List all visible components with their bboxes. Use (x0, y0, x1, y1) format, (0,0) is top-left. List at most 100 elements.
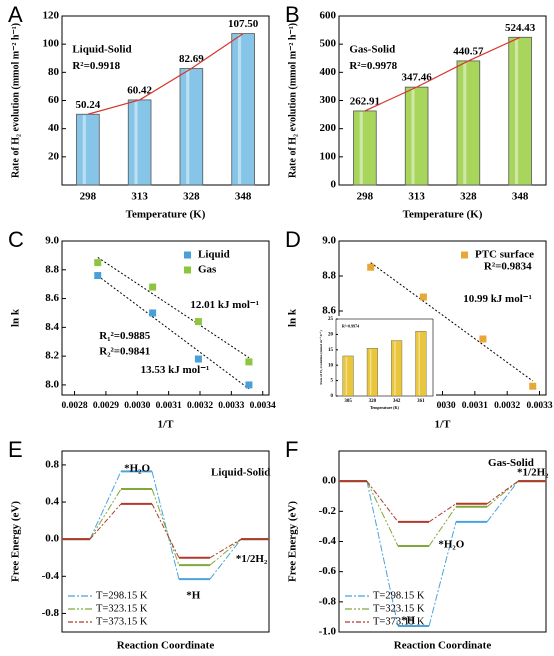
y-tick-label: -1.0 (319, 626, 337, 638)
x-tick-label: 348 (235, 191, 252, 203)
y-tick-label: -0.4 (42, 570, 60, 582)
annotation: Liquid-Solid (72, 43, 131, 55)
connector (486, 480, 519, 505)
y-tick-label: 120 (43, 10, 60, 22)
value-label: 60.42 (127, 84, 152, 96)
y-tick-label: 400 (320, 66, 337, 78)
annotation: 13.53 kJ mol⁻¹ (141, 364, 210, 376)
legend-label: Liquid (198, 249, 230, 261)
point (94, 272, 102, 280)
bar-highlight (134, 100, 138, 184)
x-tick-label: 328 (460, 191, 477, 203)
x-tick-label: 0.0031 (156, 401, 182, 411)
panel-letter: B (285, 2, 300, 27)
point (194, 318, 202, 326)
y-tick-label: -0.6 (319, 565, 337, 577)
y-tick-label: 40 (48, 122, 60, 134)
y-tick-label: 0.4 (45, 496, 59, 508)
x-tick-label: 0.0032 (187, 401, 213, 411)
bar-highlight (411, 88, 415, 184)
point (149, 283, 157, 291)
fit-curve (87, 33, 244, 115)
y-tick-label: 100 (43, 38, 60, 50)
y-tick-label: 0.0 (45, 533, 59, 545)
annotation: *H (186, 589, 201, 601)
point (149, 309, 157, 317)
x-axis-label: Temperature (K) (370, 405, 400, 410)
y-tick-label: -0.4 (319, 535, 337, 547)
bar-highlight (82, 115, 86, 184)
point (367, 263, 375, 271)
y-tick-label: -0.8 (319, 595, 337, 607)
bar (404, 86, 429, 186)
bar-highlight (237, 34, 242, 184)
x-tick-label: 0.0032 (494, 401, 520, 411)
x-tick-label: 0.0031 (462, 401, 488, 411)
point (194, 355, 202, 363)
legend-label: T=298.15 K (96, 590, 148, 601)
bar (342, 355, 354, 397)
bar (231, 33, 255, 186)
point (245, 358, 253, 366)
point (245, 381, 253, 389)
point (479, 335, 487, 343)
connector (366, 480, 399, 547)
connector (366, 480, 399, 523)
bar-highlight (186, 69, 190, 184)
x-tick-label: 0.0033 (526, 401, 552, 411)
connector (209, 538, 242, 559)
value-label: 50.24 (76, 99, 101, 111)
x-tick-label: 0.0034 (250, 401, 276, 411)
bar (366, 348, 378, 397)
connector (89, 488, 122, 540)
x-axis-label: Reaction Coordinate (394, 640, 492, 652)
bar (456, 60, 481, 186)
x-tick-label: 0.0029 (93, 401, 119, 411)
connector (209, 538, 242, 566)
y-axis-label: Free Energy (eV) (287, 501, 299, 582)
annotation: Gas-Solid (349, 43, 395, 55)
connector (89, 503, 122, 540)
y-tick-label: 60 (48, 94, 60, 106)
connector (428, 506, 457, 547)
y-tick-label: 500 (320, 38, 337, 50)
y-tick-label: 0.0 (322, 475, 336, 487)
legend-label: T=323.15 K (96, 603, 148, 614)
annotation: Liquid-Solid (211, 466, 270, 478)
bar-highlight (359, 111, 363, 184)
annotation: *H₂O (438, 539, 464, 551)
x-tick-label: 342 (393, 399, 401, 404)
trend-line (97, 275, 250, 390)
legend-label: T=373.15 K (96, 616, 148, 627)
value-label: 82.69 (179, 53, 204, 65)
connector (486, 480, 519, 523)
bar (127, 99, 152, 186)
panel-letter: F (285, 437, 298, 462)
y-tick-label: 8.8 (45, 263, 59, 275)
connector (486, 480, 519, 508)
y-tick-label: -0.2 (319, 505, 337, 517)
trend-line (370, 262, 534, 382)
y-tick-label: 100 (320, 150, 337, 162)
x-tick-label: 298 (357, 191, 374, 203)
y-axis-label: ln k (287, 308, 299, 327)
annotation: R₁²=0.9885 (99, 330, 151, 342)
y-tick-label: 200 (320, 122, 337, 134)
value-label: 262.91 (350, 95, 380, 107)
x-tick-label: 313 (131, 191, 148, 203)
annotation: *1/2H₂ (517, 466, 549, 478)
panel-letter: D (285, 227, 301, 252)
connector (209, 538, 242, 580)
bar-highlight (514, 38, 519, 184)
annotation: R²=0.9978 (349, 60, 397, 72)
annotation: R²=0.9918 (72, 60, 120, 72)
point (419, 293, 427, 301)
plot-frame (61, 240, 270, 396)
bar-highlight (345, 356, 348, 395)
y-tick-label: 15 (328, 348, 334, 353)
plot-frame (61, 450, 270, 633)
x-tick-label: 298 (80, 191, 97, 203)
panel-letter: E (8, 437, 23, 462)
